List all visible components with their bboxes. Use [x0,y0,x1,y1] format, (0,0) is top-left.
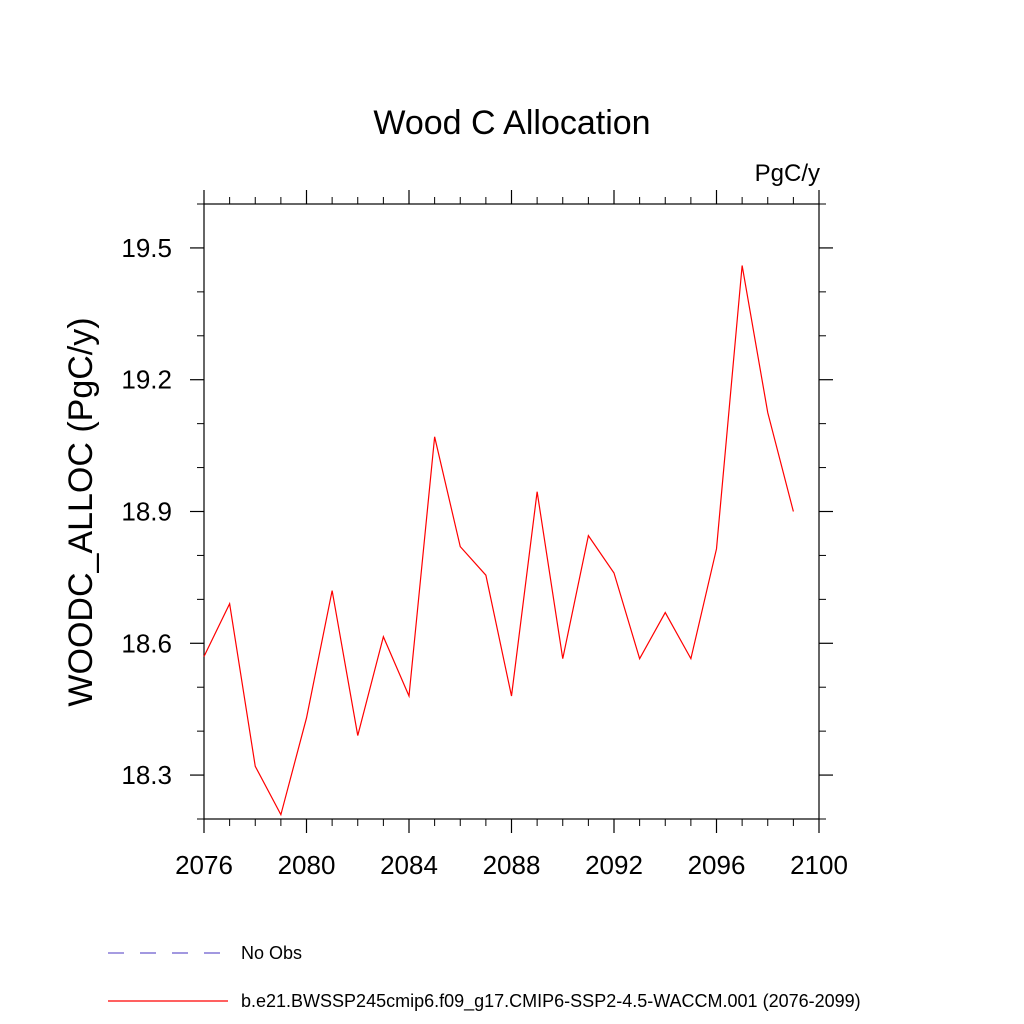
y-tick-label: 18.9 [121,497,172,527]
y-axis-label: WOODC_ALLOC (PgC/y) [62,317,100,706]
y-tick-label: 19.2 [121,365,172,395]
plot-frame [203,203,820,820]
x-tick-label: 2084 [380,850,438,880]
y-tick-label: 18.6 [121,628,172,658]
legend: No Obs b.e21.BWSSP245cmip6.f09_g17.CMIP6… [108,943,861,1012]
x-tick-label: 2080 [278,850,336,880]
axis-ticks [190,190,833,833]
legend-label-model-run: b.e21.BWSSP245cmip6.f09_g17.CMIP6-SSP2-4… [241,991,861,1012]
series-line [203,265,794,817]
x-tick-labels: 2076 2080 2084 2088 2092 2096 2100 [175,850,848,880]
legend-label-no-obs: No Obs [241,943,302,963]
x-tick-label: 2100 [790,850,848,880]
x-tick-label: 2076 [175,850,233,880]
y-tick-labels: 18.3 18.6 18.9 19.2 19.5 [121,233,172,790]
y-tick-label: 19.5 [121,233,172,263]
y-tick-label: 18.3 [121,760,172,790]
series-layer [203,265,794,817]
units-label: PgC/y [755,160,820,187]
x-tick-label: 2088 [483,850,541,880]
x-tick-label: 2096 [688,850,746,880]
chart-title: Wood C Allocation [373,104,650,142]
x-tick-label: 2092 [585,850,643,880]
